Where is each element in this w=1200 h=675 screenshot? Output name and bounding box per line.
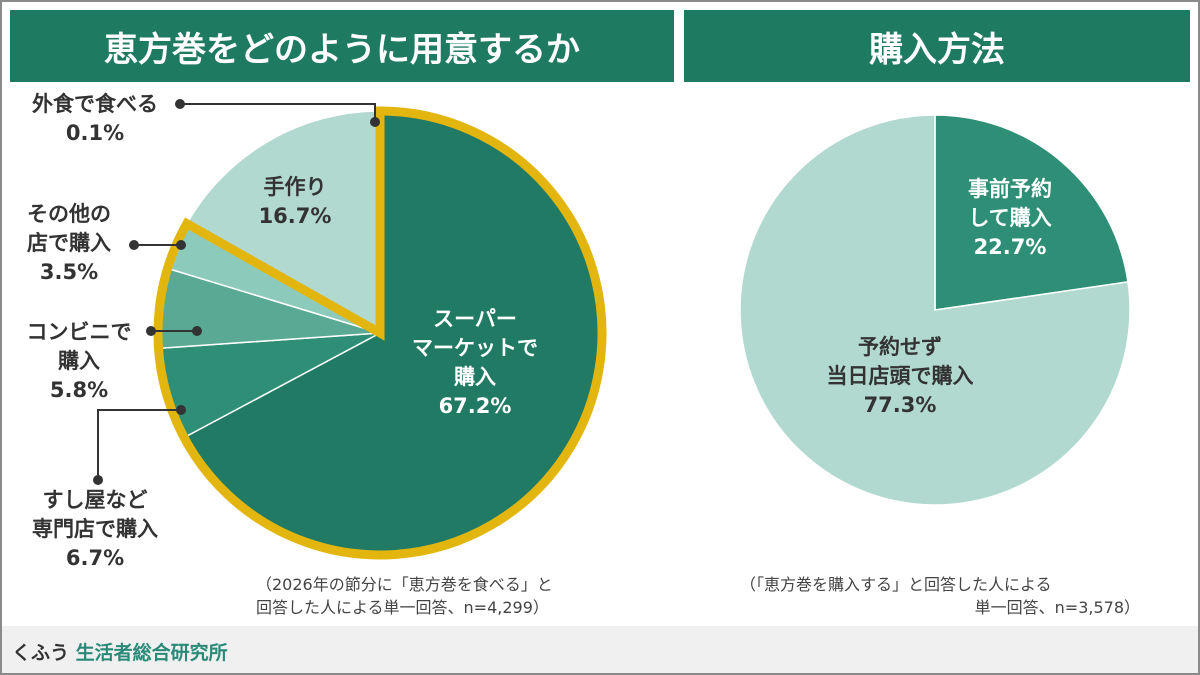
footer	[2, 626, 1198, 673]
label-eatout: 外食で食べる 0.1%	[20, 90, 170, 148]
leader-dot	[176, 240, 186, 250]
t: （「恵方巻を購入する」と回答した人による	[740, 575, 1052, 594]
t: （2026年の節分に「恵方巻を食べる」と	[256, 575, 553, 594]
leader-dot	[370, 117, 380, 127]
t: 当日店頭で購入	[826, 364, 974, 388]
highlight-outline	[153, 106, 607, 560]
pie-slice-4	[185, 110, 381, 335]
t: コンビニで	[26, 320, 132, 344]
label-sushi: すし屋など専門店で購入 6.7%	[10, 486, 180, 573]
t: 手作り	[263, 175, 327, 199]
brand-a: くふう	[12, 642, 70, 664]
right-chart-title: 購入方法	[684, 10, 1190, 82]
t: 購入	[58, 349, 100, 373]
leader-dot	[176, 405, 186, 415]
t: 事前予約	[968, 177, 1052, 201]
t: 外食で食べる	[32, 92, 158, 116]
t: 予約せず	[858, 335, 942, 359]
t: 77.3%	[863, 393, 937, 417]
t: 3.5%	[39, 260, 99, 284]
brand-logo: くふう 生活者総合研究所	[12, 638, 228, 665]
left-chart-title: 恵方巻をどのように用意するか	[10, 10, 674, 82]
t: 専門店で購入	[32, 517, 158, 541]
pie-slice-0	[934, 114, 1129, 311]
t: 22.7%	[973, 235, 1047, 259]
label-noreserve: 予約せず当日店頭で購入 77.3%	[800, 333, 1000, 420]
leader-dot	[192, 326, 202, 336]
leader-dot	[93, 475, 103, 485]
leader-eatout	[180, 103, 376, 122]
label-reserve: 事前予約して購入 22.7%	[945, 175, 1075, 262]
leader-sushi	[97, 409, 181, 480]
left-note: （2026年の節分に「恵方巻を食べる」と 回答した人による単一回答、n=4,299…	[256, 573, 553, 619]
label-hand: 手作り 16.7%	[240, 173, 350, 231]
label-other: その他の店で購入 3.5%	[14, 200, 124, 287]
t: その他の	[27, 202, 111, 226]
leader-dot	[129, 240, 139, 250]
t: 0.1%	[65, 121, 125, 145]
t: 16.7%	[258, 204, 332, 228]
t: 6.7%	[65, 546, 125, 570]
leader-dot	[146, 326, 156, 336]
label-super: スーパーマーケットで 購入 67.2%	[400, 305, 550, 421]
t: 単一回答、n=3,578）	[974, 598, 1140, 617]
right-note: （「恵方巻を購入する」と回答した人による単一回答、n=3,578）	[740, 573, 1140, 619]
t: マーケットで	[412, 336, 538, 360]
pie-slice-1	[739, 114, 1131, 506]
t: すし屋など	[42, 488, 148, 512]
t: 購入	[454, 365, 496, 389]
t: 店で購入	[27, 231, 111, 255]
t: 5.8%	[49, 378, 109, 402]
brand-b: 生活者総合研究所	[75, 642, 228, 664]
leader-dot	[175, 99, 185, 109]
label-conv: コンビニで購入 5.8%	[14, 318, 144, 405]
t: して購入	[968, 206, 1052, 230]
t: スーパー	[433, 307, 517, 331]
t: 回答した人による単一回答、n=4,299）	[256, 598, 549, 617]
t: 67.2%	[438, 394, 512, 418]
